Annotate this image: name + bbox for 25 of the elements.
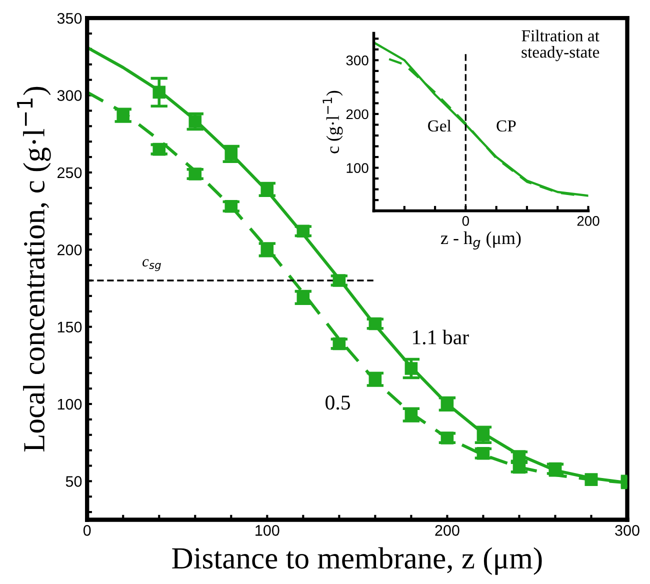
y-axis-title: Local concentration, c (g·l$^{−1}$) (16, 86, 51, 452)
x-tick-label: 100 (256, 525, 280, 536)
x-axis-title: z - h$_{g}$ (μm) (440, 231, 521, 250)
y-axis-title: c (g·l$^{−1}$) (322, 90, 343, 154)
y-tick-label: 50 (66, 476, 82, 487)
y-tick-label: 150 (58, 322, 82, 332)
x-axis-title: Distance to membrane, z (μm) (172, 547, 542, 575)
annotation: CP (496, 120, 516, 132)
x-tick-label: 200 (435, 525, 460, 536)
annotation: 0.5 (326, 396, 350, 410)
annotation: Filtration at steady-state (522, 30, 600, 62)
annotation: 1.1 bar (413, 330, 469, 344)
y-tick-label: 350 (57, 12, 82, 24)
y-tick-label: 250 (58, 167, 82, 178)
x-tick-label: 0 (462, 216, 469, 226)
x-tick-label: 0 (83, 525, 91, 536)
y-tick-label: 300 (57, 90, 82, 101)
x-tick-label: 300 (615, 525, 640, 536)
y-tick-label: 300 (346, 56, 368, 66)
y-tick-label: 200 (346, 109, 368, 120)
y-tick-label: 100 (58, 398, 82, 410)
y-tick-label: 200 (58, 244, 82, 256)
annotation: Gel (428, 120, 452, 132)
ref-line-label: c$_{sg}$ (142, 259, 161, 272)
y-tick-label: 100 (346, 163, 368, 173)
